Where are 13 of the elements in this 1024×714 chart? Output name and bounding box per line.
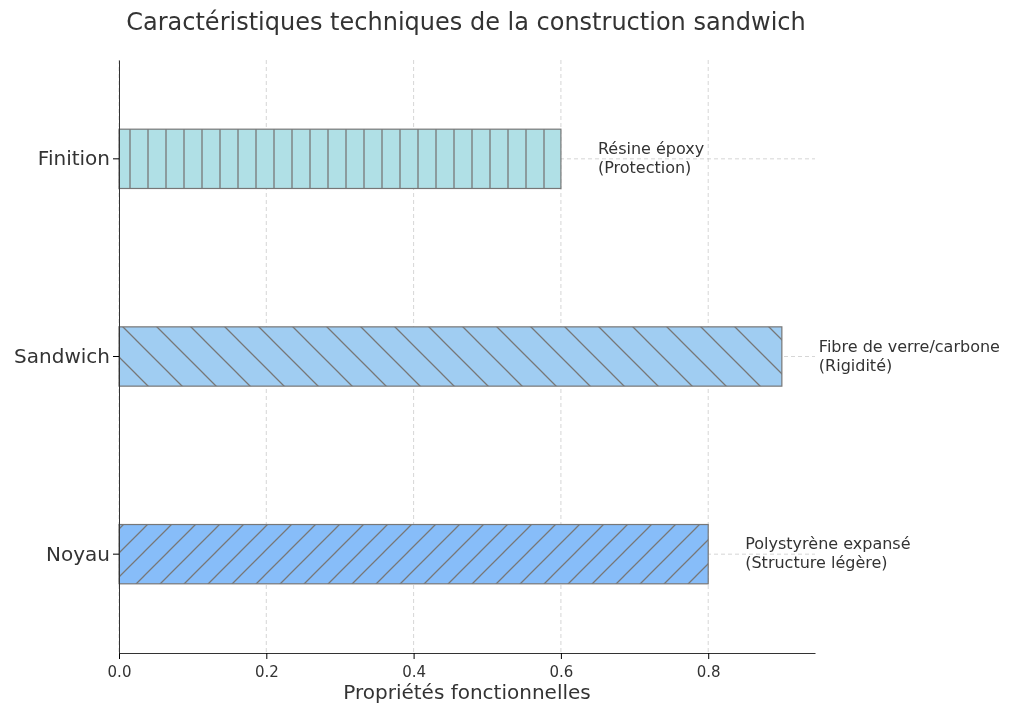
y-tick-label: Sandwich — [14, 343, 110, 368]
x-tick-label: 0.2 — [254, 663, 279, 681]
x-axis-title: Propriétés fonctionnelles — [343, 680, 591, 704]
x-tick-label: 0.6 — [549, 663, 574, 681]
y-tick-label: Noyau — [46, 541, 110, 566]
x-tick-label: 0.0 — [107, 663, 132, 681]
annotation: Résine époxy (Protection) — [597, 138, 705, 178]
x-tick-label: 0.4 — [402, 663, 427, 681]
chart-title: Caractéristiques techniques de la construction sandwich — [126, 8, 806, 36]
y-tick-label: Finition — [37, 146, 110, 171]
annotation: Polystyrène expansé (Structure légère) — [745, 534, 911, 573]
x-tick-label: 0.8 — [696, 663, 721, 681]
text: Fibre de verre/carbone (Rigidité) — [818, 336, 1000, 375]
